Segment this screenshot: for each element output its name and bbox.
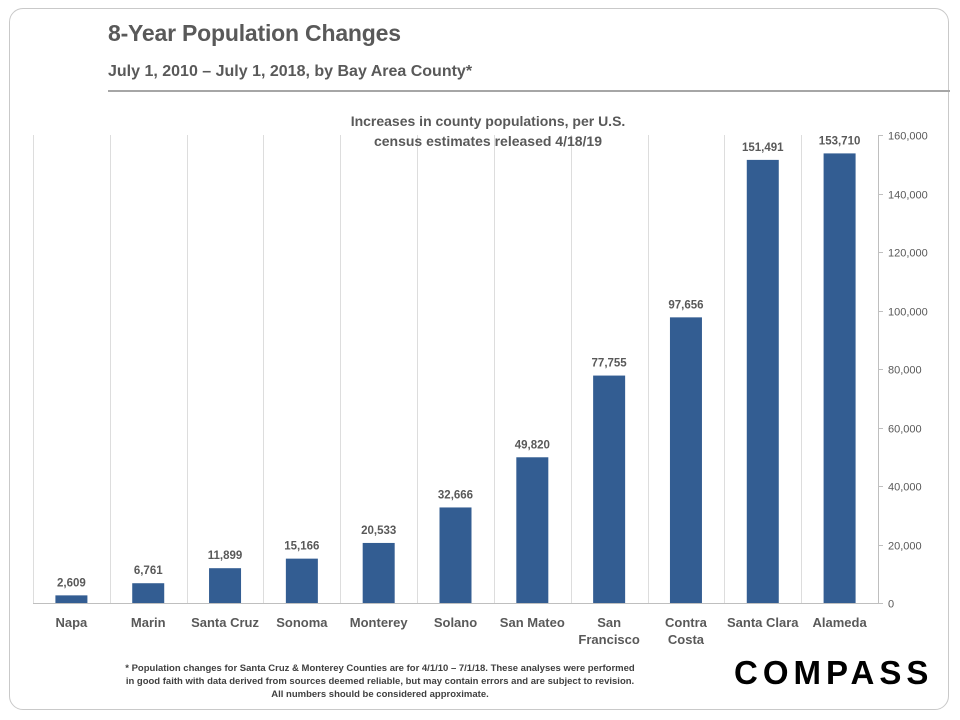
bar	[209, 568, 242, 603]
bar	[669, 317, 702, 603]
footnote-line: in good faith with data derived from sou…	[125, 676, 635, 687]
data-label: 77,755	[592, 358, 628, 370]
data-label: 6,761	[134, 565, 163, 577]
data-label: 153,710	[819, 135, 861, 147]
category-label: Costa	[668, 632, 705, 647]
page-subtitle: July 1, 2010 – July 1, 2018, by Bay Area…	[108, 63, 473, 80]
category-label: Francisco	[578, 632, 639, 647]
category-label: San	[597, 615, 621, 630]
bar	[516, 457, 549, 603]
y-tick-label: 80,000	[888, 365, 922, 377]
footnote-line: * Population changes for Santa Cruz & Mo…	[125, 663, 635, 674]
data-label: 15,166	[284, 541, 319, 553]
category-label: San Mateo	[500, 615, 565, 630]
footnote-line: All numbers should be considered approxi…	[271, 689, 489, 700]
category-label: Sonoma	[276, 615, 328, 630]
data-label: 49,820	[515, 439, 550, 451]
bar	[132, 583, 165, 603]
slide-frame	[9, 8, 949, 710]
y-tick-label: 20,000	[888, 541, 922, 553]
y-tick-label: 140,000	[888, 190, 928, 202]
category-label: Solano	[434, 615, 477, 630]
bar	[746, 159, 779, 603]
data-label: 32,666	[438, 489, 473, 501]
y-tick-label: 160,000	[888, 131, 928, 143]
category-label: Monterey	[350, 615, 409, 630]
bar	[593, 375, 626, 603]
footnote: * Population changes for Santa Cruz & Mo…	[60, 662, 700, 701]
compass-logo: COMPASS	[734, 654, 934, 691]
title-divider	[108, 90, 950, 92]
data-label: 2,609	[57, 577, 86, 589]
category-label: Marin	[131, 615, 166, 630]
data-label: 11,899	[208, 550, 243, 562]
data-label: 97,656	[668, 299, 703, 311]
y-tick-label: 40,000	[888, 482, 922, 494]
page-title: 8-Year Population Changes	[108, 20, 401, 46]
category-label: Contra	[665, 615, 708, 630]
data-label: 20,533	[361, 525, 396, 537]
bar	[55, 595, 88, 603]
chart-title: census estimates released 4/18/19	[374, 133, 602, 149]
bar	[362, 542, 395, 603]
y-tick-label: 0	[888, 599, 894, 611]
chart-title: Increases in county populations, per U.S…	[351, 113, 626, 129]
category-label: Napa	[56, 615, 89, 630]
category-label: Santa Cruz	[191, 615, 259, 630]
y-tick-label: 60,000	[888, 424, 922, 436]
y-tick-label: 120,000	[888, 248, 928, 260]
data-label: 151,491	[742, 142, 784, 154]
bar	[823, 153, 856, 603]
bar	[285, 558, 318, 603]
category-label: Santa Clara	[727, 615, 799, 630]
category-label: Alameda	[812, 615, 867, 630]
y-tick-label: 100,000	[888, 307, 928, 319]
bar	[439, 507, 472, 603]
